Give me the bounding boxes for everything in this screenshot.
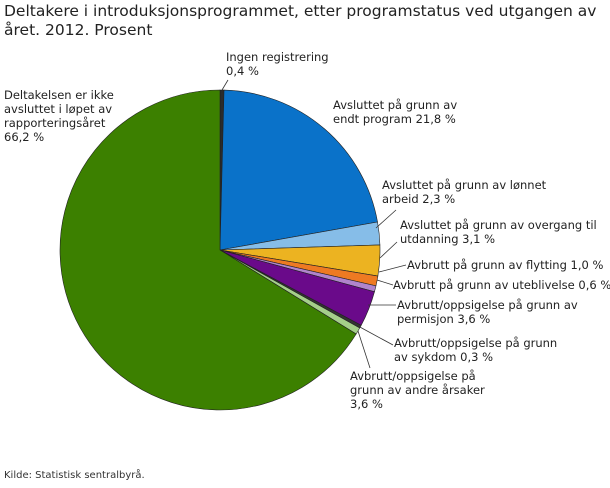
label-text: arbeid 2,3 % xyxy=(382,192,456,206)
source-note: Kilde: Statistisk sentralbyrå. xyxy=(4,470,145,481)
label-text: av sykdom 0,3 % xyxy=(394,350,494,364)
label-ikke-avsluttet: Deltakelsen er ikke avsluttet i løpet av… xyxy=(4,88,114,144)
label-text: avsluttet i løpet av xyxy=(4,102,113,116)
leader-lines xyxy=(221,79,407,369)
title-line-2: året. 2012. Prosent xyxy=(4,21,153,39)
label-text: endt program 21,8 % xyxy=(333,112,456,126)
label-text: Avsluttet på grunn av lønnet xyxy=(382,178,547,192)
pie-slice xyxy=(219,89,378,251)
label-ingen-registrering: Ingen registrering 0,4 % xyxy=(226,50,329,78)
label-flytting: Avbrutt på grunn av flytting 1,0 % xyxy=(407,258,603,272)
pie-slice xyxy=(59,89,357,411)
label-value: 66,2 % xyxy=(4,130,45,144)
label-sykdom: Avbrutt/oppsigelse på grunn av sykdom 0,… xyxy=(394,336,557,364)
pie-slices xyxy=(59,89,381,411)
chart-title: Deltakere i introduksjonsprogrammet, ett… xyxy=(4,2,604,40)
label-utdanning: Avsluttet på grunn av overgang til utdan… xyxy=(400,218,597,246)
label-andre-arsaker: Avbrutt/oppsigelse på grunn av andre års… xyxy=(350,369,485,411)
label-text: utdanning 3,1 % xyxy=(400,232,496,246)
label-value: 3,6 % xyxy=(350,397,383,411)
title-line-1: Deltakere i introduksjonsprogrammet, ett… xyxy=(4,2,597,20)
label-text: Avbrutt/oppsigelse på xyxy=(350,369,476,383)
label-text: Avsluttet på grunn av overgang til xyxy=(400,218,597,232)
label-value: 0,4 % xyxy=(226,64,259,78)
label-lonnet-arbeid: Avsluttet på grunn av lønnet arbeid 2,3 … xyxy=(382,178,546,206)
label-endt-program: Avsluttet på grunn av endt program 21,8 … xyxy=(333,98,457,126)
label-text: permisjon 3,6 % xyxy=(397,312,491,326)
label-permisjon: Avbrutt/oppsigelse på grunn av permisjon… xyxy=(397,298,578,326)
label-text: Ingen registrering xyxy=(226,50,329,64)
label-text: Avbrutt på grunn av flytting 1,0 % xyxy=(407,258,604,272)
label-text: Avsluttet på grunn av xyxy=(333,98,458,112)
label-text: Avbrutt på grunn av uteblivelse 0,6 % xyxy=(393,278,610,292)
label-text: rapporteringsåret xyxy=(4,116,106,130)
label-text: Deltakelsen er ikke xyxy=(4,88,114,102)
label-uteblivelse: Avbrutt på grunn av uteblivelse 0,6 % xyxy=(393,278,610,292)
label-text: Avbrutt/oppsigelse på grunn av xyxy=(397,298,578,312)
label-text: Avbrutt/oppsigelse på grunn xyxy=(394,336,558,350)
label-text: grunn av andre årsaker xyxy=(350,383,485,397)
